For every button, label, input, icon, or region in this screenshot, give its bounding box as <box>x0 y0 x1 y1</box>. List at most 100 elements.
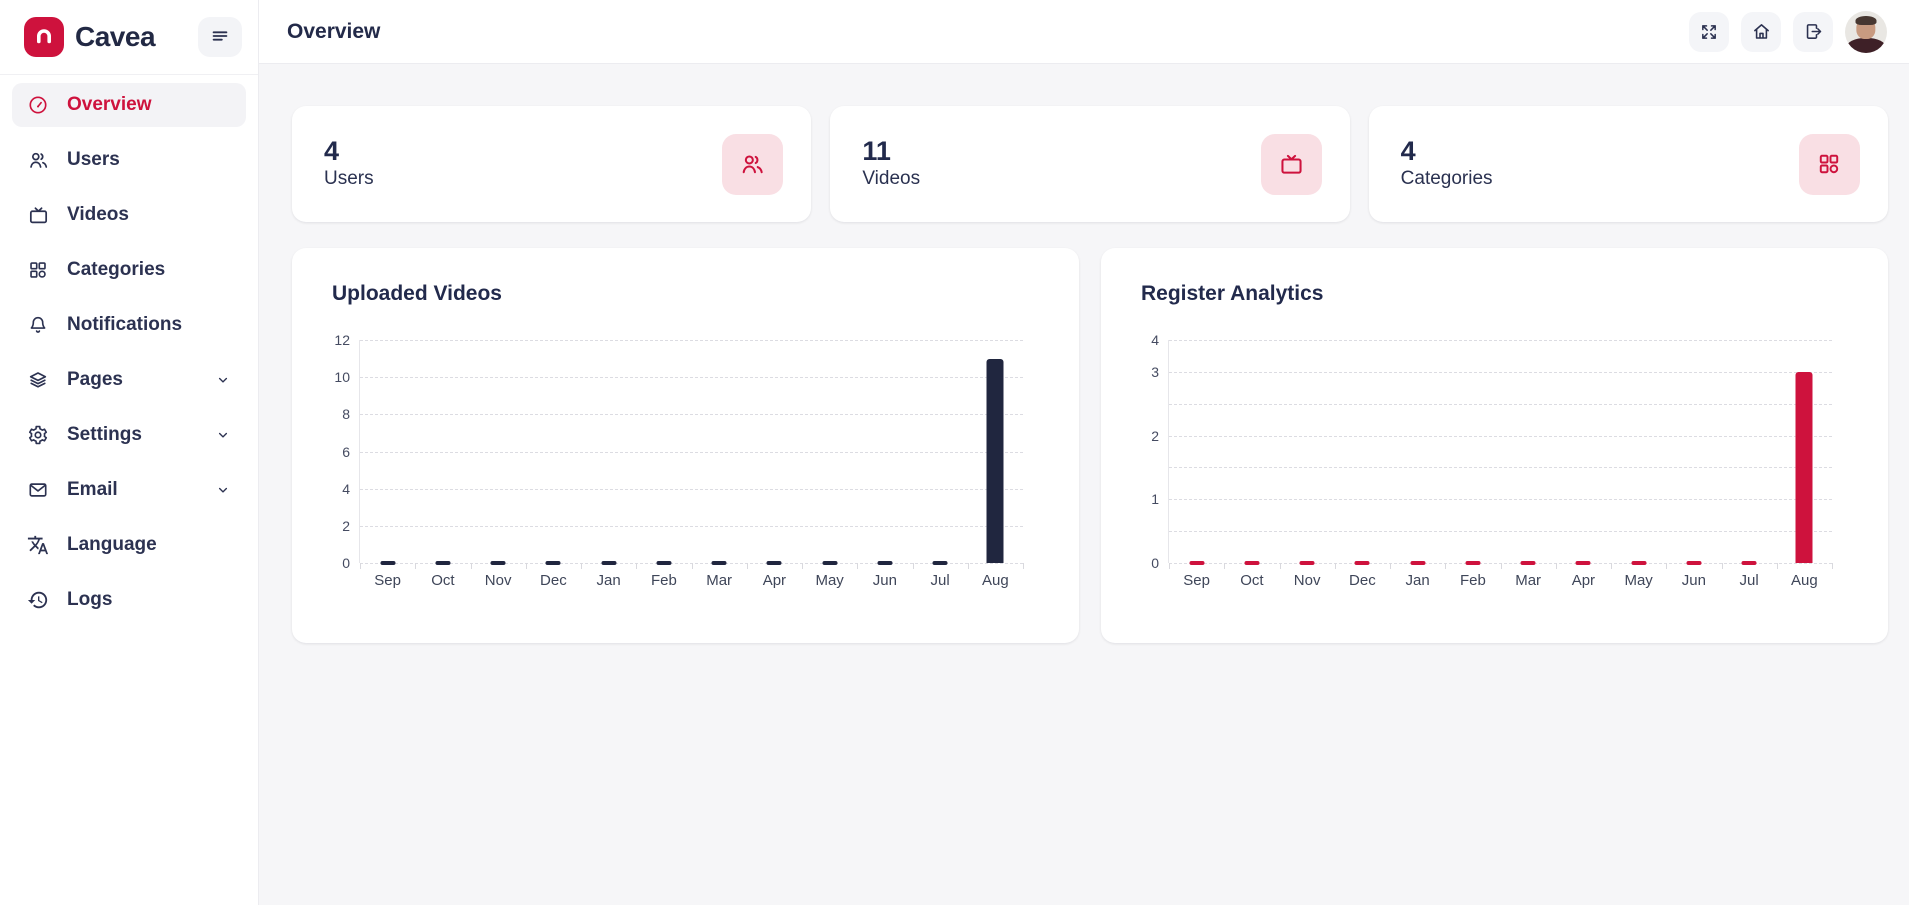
stat-texts: 4 Users <box>324 138 374 190</box>
chart-card-register-analytics: Register Analytics 4 3 2 1 0 Sep Oct Nov Dec Jan Fe… <box>1101 248 1888 643</box>
zero-bar-sep[interactable] <box>1189 561 1205 565</box>
zero-bar-dec[interactable] <box>545 561 561 565</box>
sidebar-item-pages[interactable]: Pages <box>12 358 246 402</box>
zero-bar-jun[interactable] <box>877 561 893 565</box>
zero-bar-mar[interactable] <box>1520 561 1536 565</box>
sidebar-item-email[interactable]: Email <box>12 468 246 512</box>
zero-bar-sep[interactable] <box>380 561 396 565</box>
axis-tick <box>1832 563 1833 569</box>
axis-tick <box>360 563 361 569</box>
grid-icon <box>26 258 50 282</box>
fullscreen-button[interactable] <box>1689 11 1729 52</box>
chart-title: Uploaded Videos <box>332 282 502 305</box>
sidebar-item-language[interactable]: Language <box>12 523 246 567</box>
sidebar-item-label: Language <box>67 534 157 555</box>
logout-button[interactable] <box>1793 11 1833 52</box>
axis-tick <box>636 563 638 569</box>
zero-bar-may[interactable] <box>1631 561 1647 565</box>
axis-tick <box>1279 563 1281 569</box>
zero-bar-jan[interactable] <box>1410 561 1426 565</box>
main-area: Overview 4 Users 11 Videos 4 Categories <box>259 0 1909 905</box>
stat-value: 4 <box>1400 136 1416 166</box>
stat-label: Categories <box>1400 168 1493 189</box>
x-axis-tick-label: Mar <box>706 572 733 589</box>
zero-bar-feb[interactable] <box>656 561 672 565</box>
gridline <box>1169 403 1832 405</box>
users-icon <box>26 148 50 172</box>
zero-bar-feb[interactable] <box>1465 561 1481 565</box>
gridline <box>1169 340 1832 341</box>
gear-icon <box>26 423 50 447</box>
sidebar-item-logs[interactable]: Logs <box>12 578 246 622</box>
zero-bar-oct[interactable] <box>1244 561 1260 565</box>
bar-aug[interactable] <box>986 358 1004 563</box>
gauge-icon <box>26 93 50 117</box>
x-axis-tick-label: Dec <box>1349 572 1376 589</box>
axis-tick <box>1390 563 1391 569</box>
stat-texts: 4 Categories <box>1401 138 1493 190</box>
sidebar-item-videos[interactable]: Videos <box>12 193 246 237</box>
sidebar-item-notifications[interactable]: Notifications <box>12 303 246 347</box>
zero-bar-apr[interactable] <box>766 561 782 565</box>
axis-tick <box>746 563 748 569</box>
zero-bar-nov[interactable] <box>1299 561 1315 565</box>
x-axis-tick-label: Jan <box>1405 572 1430 589</box>
sidebar-item-label: Settings <box>67 424 142 445</box>
hamburger-icon <box>209 25 231 50</box>
x-axis-tick-label: Feb <box>650 572 677 589</box>
zero-bar-jan[interactable] <box>601 561 617 565</box>
brand-name: Cavea <box>75 21 156 52</box>
sidebar-toggle-button[interactable] <box>198 17 242 57</box>
sidebar-item-label: Notifications <box>67 314 183 335</box>
x-axis-tick-label: Jul <box>1739 572 1759 589</box>
axis-tick <box>1023 563 1024 569</box>
user-avatar[interactable] <box>1845 10 1887 53</box>
logout-icon <box>1803 21 1824 42</box>
zero-bar-jun[interactable] <box>1686 561 1702 565</box>
axis-tick <box>857 563 859 569</box>
stat-label: Users <box>324 168 374 189</box>
zero-bar-oct[interactable] <box>435 561 451 565</box>
brand-logo[interactable]: Cavea <box>24 17 156 57</box>
axis-tick <box>415 563 417 569</box>
y-axis-tick-label: 8 <box>342 406 350 423</box>
axis-tick <box>1611 563 1612 569</box>
gridline <box>1169 499 1832 501</box>
mail-icon <box>26 478 50 502</box>
zero-bar-jul[interactable] <box>932 561 948 565</box>
sidebar-item-categories[interactable]: Categories <box>12 248 246 292</box>
x-axis-tick-label: Apr <box>762 572 787 589</box>
x-axis-tick-label: May <box>815 572 844 589</box>
bar-aug[interactable] <box>1795 371 1813 563</box>
gridline <box>360 451 1023 453</box>
sidebar-item-users[interactable]: Users <box>12 138 246 182</box>
tv-icon <box>26 203 50 227</box>
chart-plot-area: 12 10 8 6 4 2 0 Sep Oct Nov Dec Jan Feb Mar Apr May Jun J… <box>334 332 1024 589</box>
axis-tick <box>1666 563 1668 569</box>
avatar-hair <box>1855 15 1877 25</box>
x-axis-tick-label: May <box>1624 572 1653 589</box>
gridline <box>360 340 1023 341</box>
zero-bar-dec[interactable] <box>1354 561 1370 565</box>
zero-bar-jul[interactable] <box>1741 561 1757 565</box>
gridline <box>360 377 1023 379</box>
x-axis-tick-label: Oct <box>431 572 455 589</box>
axis-tick <box>525 563 527 569</box>
axis-tick <box>1334 563 1336 569</box>
axis-tick <box>691 563 693 569</box>
stat-value: 4 <box>324 136 340 166</box>
sidebar-item-settings[interactable]: Settings <box>12 413 246 457</box>
page-title: Overview <box>287 19 381 43</box>
x-axis-tick-label: Jul <box>930 572 950 589</box>
stat-icon-box <box>722 133 784 195</box>
zero-bar-mar[interactable] <box>711 561 727 565</box>
x-axis-tick-label: Sep <box>1183 572 1210 589</box>
zero-bar-may[interactable] <box>822 561 838 565</box>
stat-label: Videos <box>862 168 921 189</box>
sidebar-item-overview[interactable]: Overview <box>12 83 246 127</box>
sidebar-header: Cavea <box>0 0 258 75</box>
home-button[interactable] <box>1741 11 1781 52</box>
bell-icon <box>26 313 50 337</box>
zero-bar-apr[interactable] <box>1575 561 1591 565</box>
zero-bar-nov[interactable] <box>490 561 506 565</box>
